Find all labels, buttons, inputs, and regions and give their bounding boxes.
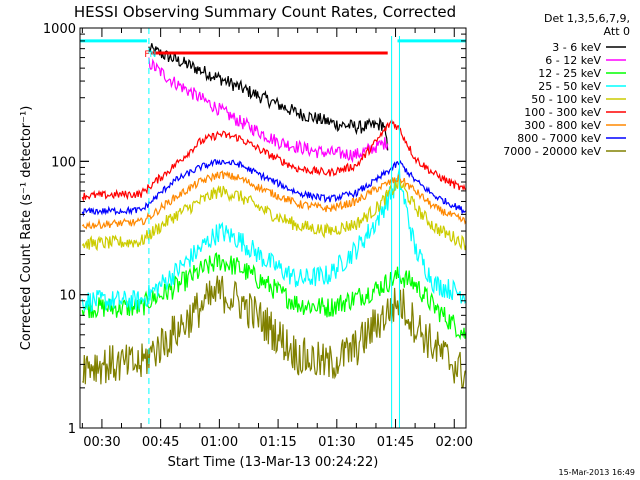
series-line-7 <box>81 159 466 218</box>
legend-label: 300 - 800 keV <box>524 119 601 132</box>
plot-frame <box>79 27 467 429</box>
series-line-4 <box>81 176 466 252</box>
x-axis: 00:30 00:45 01:00 01:15 01:30 01:45 02:00 <box>81 28 473 450</box>
legend-header-line1: Det 1,3,5,6,7,9, <box>544 12 630 25</box>
series-line-1 <box>148 57 389 164</box>
y-tick-label: 1000 <box>43 22 76 37</box>
series-line-6 <box>81 170 466 230</box>
series-layer <box>81 43 466 389</box>
flag-marker-0: F <box>144 50 149 60</box>
legend-header-line2: Att 0 <box>604 25 630 38</box>
x-tick-label: 01:15 <box>259 435 296 450</box>
legend-label: 25 - 50 keV <box>538 80 601 93</box>
series-line-0 <box>148 43 389 151</box>
x-tick-label: 00:45 <box>142 435 179 450</box>
y-axis-label: Corrected Count Rate (s⁻¹ detector⁻¹) <box>19 106 34 351</box>
legend-label: 100 - 300 keV <box>524 106 601 119</box>
legend-label: 7000 - 20000 keV <box>503 145 601 158</box>
x-tick-label: 02:00 <box>436 435 473 450</box>
legend-label: 50 - 100 keV <box>531 93 601 106</box>
series-line-3 <box>81 168 466 313</box>
legend-label: 12 - 25 keV <box>538 67 601 80</box>
chart-title: HESSI Observing Summary Count Rates, Cor… <box>74 3 456 21</box>
series-line-2 <box>81 252 466 341</box>
x-axis-label: Start Time (13-Mar-13 00:24:22) <box>168 455 379 470</box>
x-tick-label: 01:00 <box>201 435 238 450</box>
footer-timestamp: 15-Mar-2013 16:49 <box>559 468 636 477</box>
y-tick-label: 100 <box>51 155 76 170</box>
y-tick-label: 1 <box>68 422 76 437</box>
flag-marker-1: N <box>149 50 156 60</box>
x-tick-label: 00:30 <box>83 435 120 450</box>
y-axis: 1 10 100 1000 <box>43 22 466 437</box>
x-tick-label: 01:30 <box>318 435 355 450</box>
y-tick-label: 10 <box>59 289 76 304</box>
series-line-5 <box>81 118 466 202</box>
series-line-8 <box>82 275 466 389</box>
legend-label: 3 - 6 keV <box>552 41 601 54</box>
legend-label: 800 - 7000 keV <box>517 132 601 145</box>
legend-label: 6 - 12 keV <box>545 54 601 67</box>
x-tick-label: 01:45 <box>377 435 414 450</box>
